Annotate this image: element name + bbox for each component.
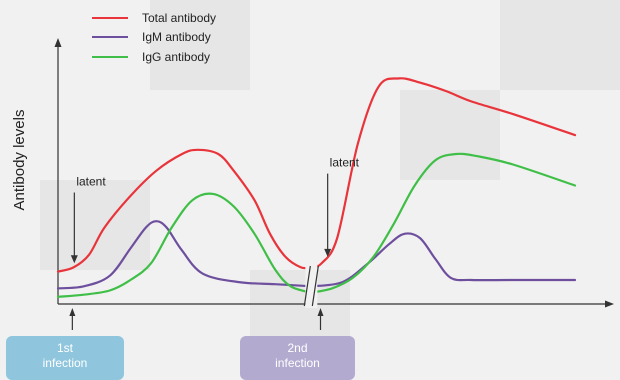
legend-label-total: Total antibody — [142, 11, 216, 25]
y-axis-arrowhead — [54, 38, 62, 47]
second-infection-line2: infection — [275, 356, 320, 370]
infection-arrowhead-2 — [317, 308, 324, 316]
axis-break-slash-1 — [303, 265, 311, 307]
y-axis-label: Antibody levels — [11, 110, 28, 211]
latent-arrowhead-2 — [324, 248, 332, 257]
second-infection-marker: 2nd infection — [240, 336, 355, 380]
axis-break-slash-2 — [311, 265, 319, 307]
legend-label-igm: IgM antibody — [142, 30, 211, 44]
series-2-line-2 — [310, 152, 577, 294]
infection-arrowhead-1 — [69, 308, 76, 316]
series-layer — [56, 77, 577, 298]
axes — [54, 38, 614, 308]
second-infection-line1: 2nd — [287, 341, 308, 355]
series-0-line-2 — [310, 77, 577, 269]
latent-label-1: latent — [76, 175, 106, 189]
series-2 — [56, 152, 577, 298]
series-1-line-1 — [56, 220, 313, 290]
first-infection-marker: 1st infection — [6, 336, 124, 380]
legend: Total antibody IgM antibody IgG antibody — [92, 11, 216, 64]
axis-break — [303, 262, 319, 308]
first-infection-line2: infection — [42, 356, 88, 370]
legend-label-igg: IgG antibody — [142, 50, 210, 64]
x-axis-arrowhead — [605, 300, 614, 308]
latent-arrowhead-1 — [70, 255, 78, 264]
series-2-line-1 — [56, 192, 313, 298]
infection-arrows — [69, 308, 324, 330]
first-infection-line1: 1st — [56, 341, 73, 355]
annotations: latent latent — [70, 156, 360, 264]
series-0-line-1 — [56, 148, 313, 273]
latent-label-2: latent — [330, 156, 360, 170]
series-0 — [56, 77, 577, 273]
